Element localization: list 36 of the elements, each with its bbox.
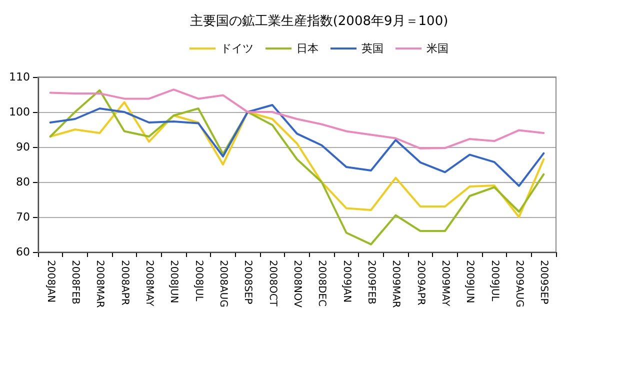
line-series (49, 89, 545, 246)
x-tick-label: 2008AUG (218, 260, 228, 308)
legend-label: 英国 (362, 42, 384, 55)
x-tick-label: 2009MAY (440, 260, 450, 308)
x-tick-label: 2009APR (414, 260, 426, 306)
x-tick-label: 2008DEC (316, 260, 328, 306)
x-tick-label: 2008OCT (266, 260, 278, 308)
x-tick-label: 2009JAN (340, 260, 352, 303)
y-tick-label: 100 (9, 106, 30, 118)
y-tick-label: 80 (16, 176, 30, 188)
x-tick-label: 2009AUG (514, 260, 524, 308)
legend-label: 日本 (296, 42, 318, 55)
x-tick-label: 2008FEB (70, 260, 80, 305)
x-tick-label: 2009JUL (488, 260, 500, 302)
x-tick-label: 2008MAR (94, 260, 106, 308)
x-tick-label: 2009JUN (464, 260, 476, 304)
x-tick-label: 2008MAY (144, 260, 154, 308)
y-tick-label: 110 (9, 70, 30, 84)
line-series (49, 88, 545, 150)
x-tick-label: 2008JUL (192, 260, 204, 302)
x-tick-label: 2009FEB (366, 260, 376, 305)
legend-label: ドイツ (220, 42, 254, 55)
x-tick-label: 2009SEP (538, 260, 550, 304)
line-series (49, 104, 545, 187)
legend-label: 米国 (426, 42, 448, 55)
x-tick-label: 2008APR (118, 260, 130, 306)
y-tick-label: 60 (16, 246, 30, 258)
x-tick-label: 2008JAN (44, 260, 56, 303)
line-series (49, 101, 545, 218)
x-tick-label: 2008SEP (242, 260, 254, 304)
x-tick-label: 2009MAR (390, 260, 402, 308)
y-tick-label: 90 (16, 140, 30, 154)
chart-title: 主要国の鉱工業生産指数(2008年9月＝100) (190, 13, 448, 29)
x-tick-label: 2008NOV (292, 260, 302, 308)
y-tick-label: 70 (16, 210, 30, 224)
x-tick-label: 2008JUN (168, 260, 180, 304)
